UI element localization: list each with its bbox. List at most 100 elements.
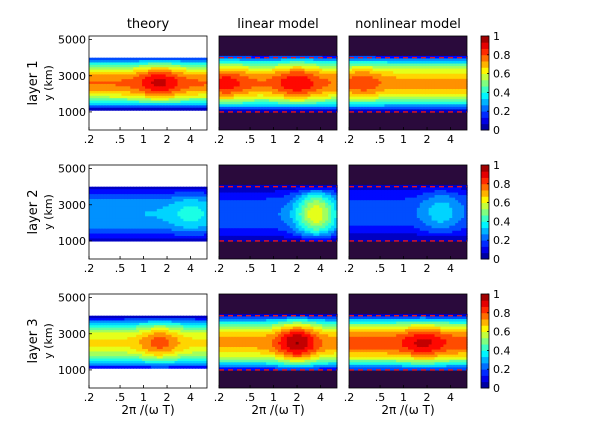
heat-cell bbox=[150, 105, 155, 109]
heat-cell bbox=[127, 226, 131, 230]
heat-cell bbox=[133, 69, 137, 73]
heat-cell bbox=[372, 212, 377, 217]
heat-cell bbox=[393, 228, 397, 232]
heat-cell bbox=[248, 78, 253, 82]
heat-cell bbox=[145, 91, 149, 95]
heat-cell bbox=[286, 184, 291, 189]
heat-cell bbox=[360, 94, 365, 98]
heat-cell bbox=[372, 68, 377, 72]
heat-cell bbox=[159, 189, 164, 193]
heat-cell bbox=[331, 225, 335, 229]
heat-cell bbox=[449, 81, 453, 85]
heat-cell bbox=[230, 233, 235, 237]
heat-cell bbox=[408, 73, 412, 77]
heat-cell bbox=[269, 76, 273, 80]
heat-cell bbox=[257, 218, 261, 222]
heat-cell bbox=[310, 58, 314, 62]
heat-cell bbox=[366, 225, 371, 229]
heat-cell bbox=[307, 223, 312, 227]
heat-cell bbox=[393, 189, 397, 194]
heat-cell bbox=[239, 71, 244, 75]
heat-cell bbox=[124, 199, 128, 203]
heat-cell bbox=[280, 210, 285, 214]
heat-cell bbox=[428, 109, 433, 113]
heat-cell bbox=[233, 55, 238, 60]
heat-cell bbox=[195, 213, 199, 217]
heat-cell bbox=[150, 199, 155, 203]
heat-cell bbox=[91, 102, 96, 106]
heat-cell bbox=[366, 195, 371, 199]
heat-cell bbox=[283, 66, 288, 70]
heat-cell bbox=[121, 69, 125, 73]
heat-cell bbox=[219, 210, 223, 214]
heat-cell bbox=[458, 96, 462, 100]
heat-cell bbox=[168, 211, 173, 215]
heat-cell bbox=[280, 94, 285, 98]
heat-cell bbox=[145, 199, 149, 203]
heat-cell bbox=[219, 238, 223, 242]
heat-cell bbox=[313, 66, 317, 70]
heat-cell bbox=[91, 69, 96, 73]
heat-cell bbox=[145, 211, 149, 215]
heat-cell bbox=[434, 60, 439, 65]
heat-cell bbox=[219, 58, 223, 62]
heat-cell bbox=[192, 218, 196, 222]
heat-cell bbox=[354, 223, 359, 227]
x-tick-label: .2 bbox=[84, 133, 95, 146]
heat-cell bbox=[251, 55, 255, 60]
heat-cell bbox=[156, 218, 161, 222]
x-tick-label: 1 bbox=[270, 133, 277, 146]
heat-cell bbox=[328, 223, 332, 227]
heat-cell bbox=[130, 60, 134, 64]
heat-cell bbox=[153, 93, 158, 97]
heat-cell bbox=[159, 235, 164, 240]
heat-cell bbox=[124, 196, 128, 200]
heat-cell bbox=[375, 189, 380, 194]
heat-cell bbox=[192, 71, 196, 75]
heat-cell bbox=[153, 95, 158, 99]
heat-cell bbox=[428, 68, 433, 72]
heat-cell bbox=[292, 207, 297, 211]
heat-cell bbox=[449, 58, 453, 62]
heat-cell bbox=[331, 78, 335, 82]
heat-cell bbox=[372, 184, 377, 189]
heat-cell bbox=[263, 207, 267, 211]
heat-cell bbox=[139, 211, 143, 215]
heat-cell bbox=[201, 105, 205, 109]
heat-cell bbox=[180, 208, 184, 212]
heat-cell bbox=[384, 207, 388, 211]
heat-cell bbox=[121, 95, 125, 99]
heat-cell bbox=[449, 109, 453, 113]
heat-cell bbox=[251, 58, 255, 62]
heat-cell bbox=[422, 71, 427, 75]
heat-cell bbox=[366, 200, 371, 204]
heat-cell bbox=[461, 60, 465, 65]
heat-cell bbox=[405, 104, 409, 108]
heat-cell bbox=[416, 197, 421, 201]
heat-cell bbox=[118, 191, 123, 195]
heat-cell bbox=[278, 202, 282, 206]
heat-cell bbox=[127, 64, 131, 68]
heat-cell bbox=[351, 200, 356, 204]
heat-cell bbox=[446, 101, 450, 105]
heat-cell bbox=[133, 233, 137, 237]
heat-cell bbox=[316, 192, 320, 196]
heat-cell bbox=[272, 86, 276, 90]
heat-cell bbox=[248, 223, 253, 227]
heat-cell bbox=[464, 83, 468, 88]
heat-cell bbox=[422, 91, 427, 95]
heat-cell bbox=[219, 99, 223, 103]
heat-cell bbox=[278, 66, 282, 70]
heat-cell bbox=[174, 201, 179, 205]
heat-cell bbox=[410, 76, 415, 80]
heat-cell bbox=[204, 93, 208, 97]
heat-cell bbox=[357, 207, 362, 211]
heat-cell bbox=[201, 203, 205, 208]
heat-cell bbox=[387, 94, 391, 98]
heat-cell bbox=[133, 79, 137, 83]
heat-cell bbox=[162, 60, 167, 64]
heat-cell bbox=[115, 71, 120, 75]
heat-cell bbox=[275, 60, 279, 65]
heat-cell bbox=[307, 81, 312, 85]
heat-cell bbox=[230, 189, 235, 194]
